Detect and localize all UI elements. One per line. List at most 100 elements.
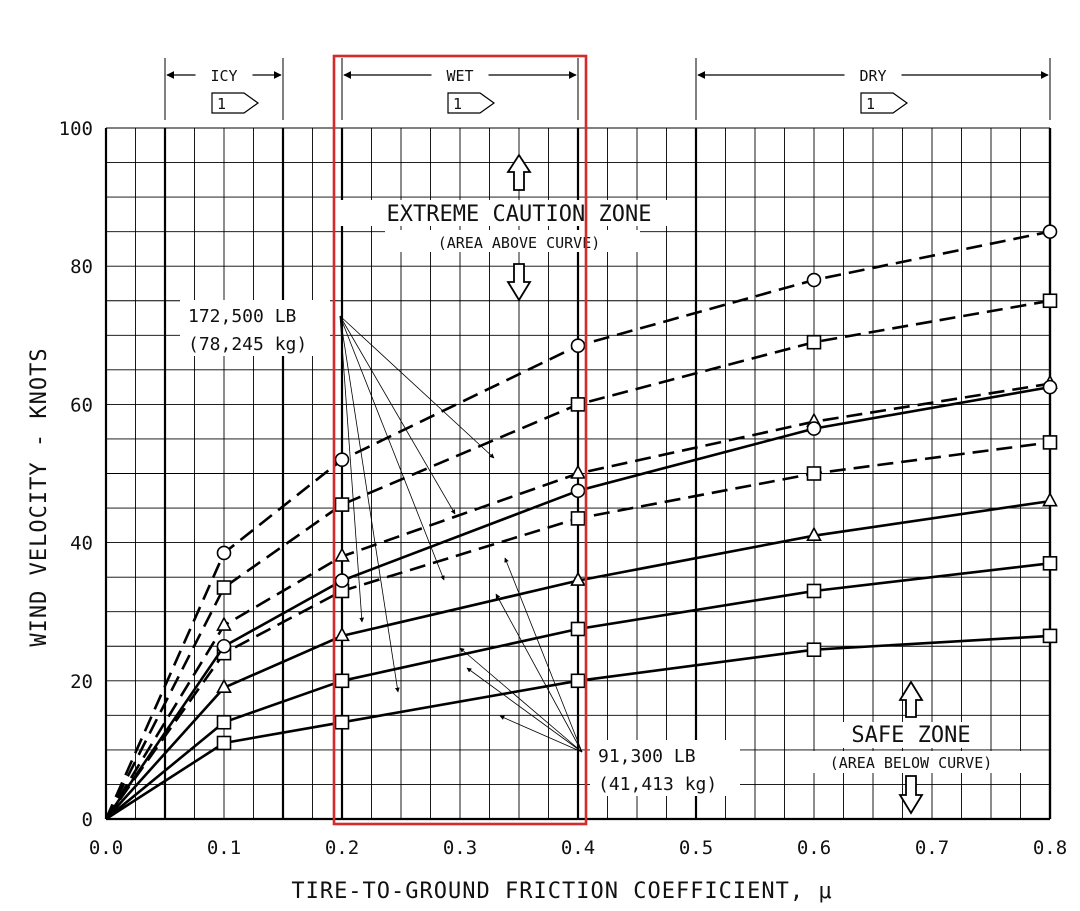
up-arrow-icon <box>506 153 532 191</box>
data-point-square <box>216 714 232 730</box>
caution-zone-title: EXTREME CAUTION ZONE <box>387 202 652 227</box>
data-point-circle <box>806 272 822 288</box>
data-point-circle <box>570 338 586 353</box>
heavy-weight-kg: (78,245 kg) <box>188 334 307 355</box>
leader-line <box>339 315 495 459</box>
safe-annotation: SAFE ZONE (AREA BELOW CURVE) <box>795 680 1030 815</box>
data-point-triangle <box>334 547 350 562</box>
y-tick-label: 20 <box>70 671 93 693</box>
x-tick-label: 0.6 <box>797 837 831 859</box>
data-point-circle <box>216 638 232 654</box>
data-point-square <box>1042 628 1058 644</box>
zone-label: WET <box>446 67 473 85</box>
x-tick-label: 0.5 <box>679 837 713 859</box>
light-weight-lb: 91,300 LB <box>598 746 696 767</box>
data-point-square <box>334 673 350 689</box>
series-line-4 <box>104 441 1051 820</box>
series-line-7 <box>105 562 1051 821</box>
leader-line <box>504 557 583 753</box>
zone-note-label: 1 <box>866 95 875 113</box>
leader-line <box>466 667 583 753</box>
note-flag-icon <box>860 92 909 114</box>
wet-highlight-box <box>332 54 588 826</box>
data-point-triangle <box>216 616 232 631</box>
data-point-triangle <box>806 526 822 541</box>
data-point-square <box>806 583 822 599</box>
zone-label: ICY <box>210 67 237 85</box>
data-point-square <box>334 714 350 730</box>
data-point-square <box>334 497 350 512</box>
leader-line <box>499 715 583 753</box>
data-point-square <box>570 621 586 637</box>
series-line-1 <box>104 230 1051 820</box>
x-tick-label: 0.3 <box>443 837 477 859</box>
data-point-square <box>1042 435 1058 450</box>
zone-note-label: 1 <box>217 95 226 113</box>
leader-line <box>459 647 583 753</box>
series-line-2 <box>104 299 1051 820</box>
x-axis-title: TIRE-TO-GROUND FRICTION COEFFICIENT, μ <box>291 879 832 904</box>
zone-label: DRY <box>859 67 886 85</box>
y-tick-label: 40 <box>70 533 93 555</box>
series-line-3 <box>104 382 1051 820</box>
data-point-square <box>216 580 232 595</box>
data-point-triangle <box>1042 491 1058 507</box>
leader-line <box>339 315 365 623</box>
y-axis-title: WIND VELOCITY - KNOTS <box>27 347 52 646</box>
data-point-square <box>570 511 586 526</box>
heavy-weight-label: 172,500 LB (78,245 kg) <box>180 300 330 356</box>
series-line-8 <box>105 634 1051 821</box>
up-arrow-icon <box>898 680 924 718</box>
y-tick-label: 0 <box>82 809 93 831</box>
data-point-circle <box>334 452 350 467</box>
safe-zone-subtitle: (AREA BELOW CURVE) <box>830 754 993 772</box>
zone-brackets: ICY 1 WET 1 DRY 1 <box>164 58 1051 120</box>
data-point-circle <box>570 483 586 499</box>
heavy-weight-lb: 172,500 LB <box>188 306 296 327</box>
data-point-square <box>216 735 232 751</box>
x-tick-label: 0.0 <box>89 837 123 859</box>
data-point-square <box>806 334 822 350</box>
note-flag-icon <box>447 92 496 114</box>
data-point-square <box>1042 293 1058 309</box>
wet-highlight <box>332 54 588 826</box>
data-point-triangle <box>334 626 350 642</box>
data-point-circle <box>1042 379 1058 395</box>
leader-line <box>495 593 583 753</box>
leader-line <box>339 315 445 581</box>
y-tick-label: 100 <box>59 118 93 140</box>
x-tick-label: 0.1 <box>207 837 241 859</box>
data-point-circle <box>806 421 822 436</box>
data-point-circle <box>334 573 350 588</box>
data-point-square <box>570 397 586 412</box>
data-point-circle <box>216 545 232 561</box>
note-flag-icon <box>211 92 260 114</box>
caution-annotation: EXTREME CAUTION ZONE (AREA ABOVE CURVE) <box>340 153 685 302</box>
series-line-6 <box>105 499 1051 820</box>
y-tick-label: 60 <box>70 394 93 416</box>
light-weight-kg: (41,413 kg) <box>598 774 717 795</box>
x-tick-label: 0.8 <box>1033 837 1067 859</box>
safe-zone-title: SAFE ZONE <box>851 723 970 748</box>
zone-note-label: 1 <box>453 95 462 113</box>
data-point-square <box>806 466 822 481</box>
tick-labels: 0.0 0.1 0.2 0.3 0.4 0.5 0.6 0.7 0.8 0 20 40 60 80 100 <box>59 118 1067 859</box>
data-point-square <box>1042 556 1058 571</box>
data-point-square <box>806 642 822 658</box>
x-tick-label: 0.7 <box>915 837 949 859</box>
down-arrow-icon <box>898 775 924 815</box>
x-tick-label: 0.4 <box>561 837 595 859</box>
x-tick-label: 0.2 <box>325 837 359 859</box>
leader-lines <box>339 315 583 753</box>
series-group <box>104 224 1058 821</box>
series-line-5 <box>104 385 1051 820</box>
down-arrow-icon <box>506 263 532 302</box>
leader-line <box>339 315 400 693</box>
y-tick-label: 80 <box>70 256 93 278</box>
leader-line <box>339 315 456 515</box>
caution-zone-subtitle: (AREA ABOVE CURVE) <box>438 234 601 252</box>
data-point-triangle <box>570 571 586 586</box>
data-point-square <box>570 673 586 689</box>
data-point-triangle <box>216 678 232 694</box>
